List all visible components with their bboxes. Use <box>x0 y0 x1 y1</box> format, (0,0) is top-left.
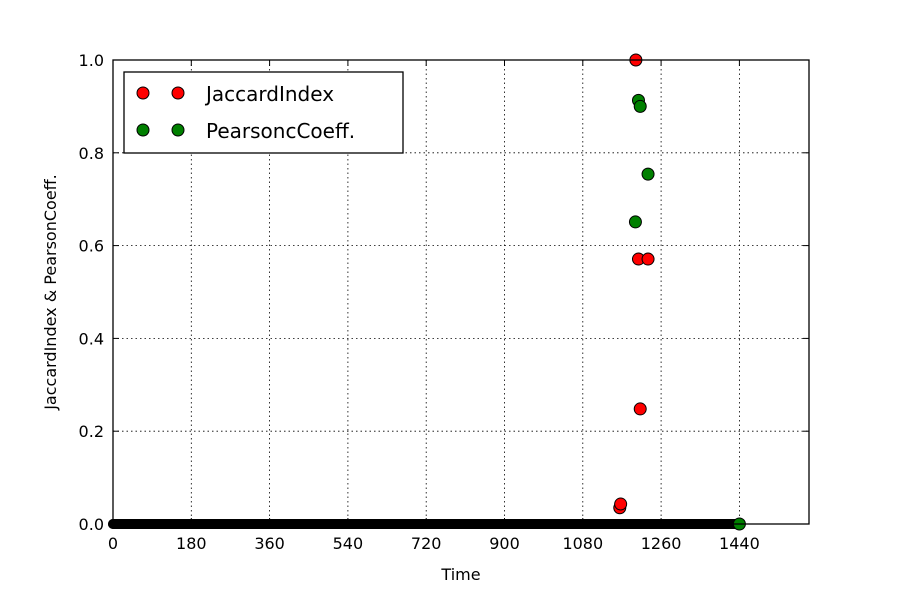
legend-marker-pearson <box>136 123 150 137</box>
x-tick-label: 180 <box>176 534 207 553</box>
y-tick-label: 0.4 <box>79 329 104 348</box>
x-tick-label: 900 <box>489 534 520 553</box>
legend-marker-jaccard <box>171 86 185 100</box>
legend-marker-jaccard <box>136 86 150 100</box>
y-tick-label: 1.0 <box>79 51 104 70</box>
y-tick-label: 0.2 <box>79 422 104 441</box>
x-tick-label: 720 <box>411 534 442 553</box>
x-tick-label: 360 <box>254 534 285 553</box>
x-tick-label: 540 <box>333 534 364 553</box>
x-tick-label: 1080 <box>562 534 603 553</box>
y-axis-label: JaccardIndex & PearsonCoeff. <box>41 174 60 411</box>
legend-marker-pearson <box>171 123 185 137</box>
pearson-point <box>633 99 647 113</box>
jaccard-point <box>633 402 647 416</box>
x-axis-label: Time <box>440 565 480 584</box>
x-tick-label: 1440 <box>719 534 760 553</box>
pearson-point <box>628 215 642 229</box>
jaccard-point <box>614 497 628 511</box>
y-tick-label: 0.8 <box>79 144 104 163</box>
legend: JaccardIndex PearsoncCoeff. <box>123 71 404 154</box>
legend-label-jaccard: JaccardIndex <box>204 82 334 106</box>
y-tick-label: 0.6 <box>79 237 104 256</box>
jaccard-point <box>641 252 655 266</box>
plot-frame <box>112 59 810 525</box>
legend-label-pearson: PearsoncCoeff. <box>206 119 355 143</box>
tick-labels: 0 180 360 540 720 900 1080 1260 1440 0.0 0.2 0.4 0.6… <box>79 51 760 553</box>
y-tick-label: 0.0 <box>79 515 104 534</box>
legend-frame <box>123 71 404 154</box>
pearson-point <box>641 167 655 181</box>
x-tick-label: 0 <box>108 534 118 553</box>
x-tick-label: 1260 <box>641 534 682 553</box>
